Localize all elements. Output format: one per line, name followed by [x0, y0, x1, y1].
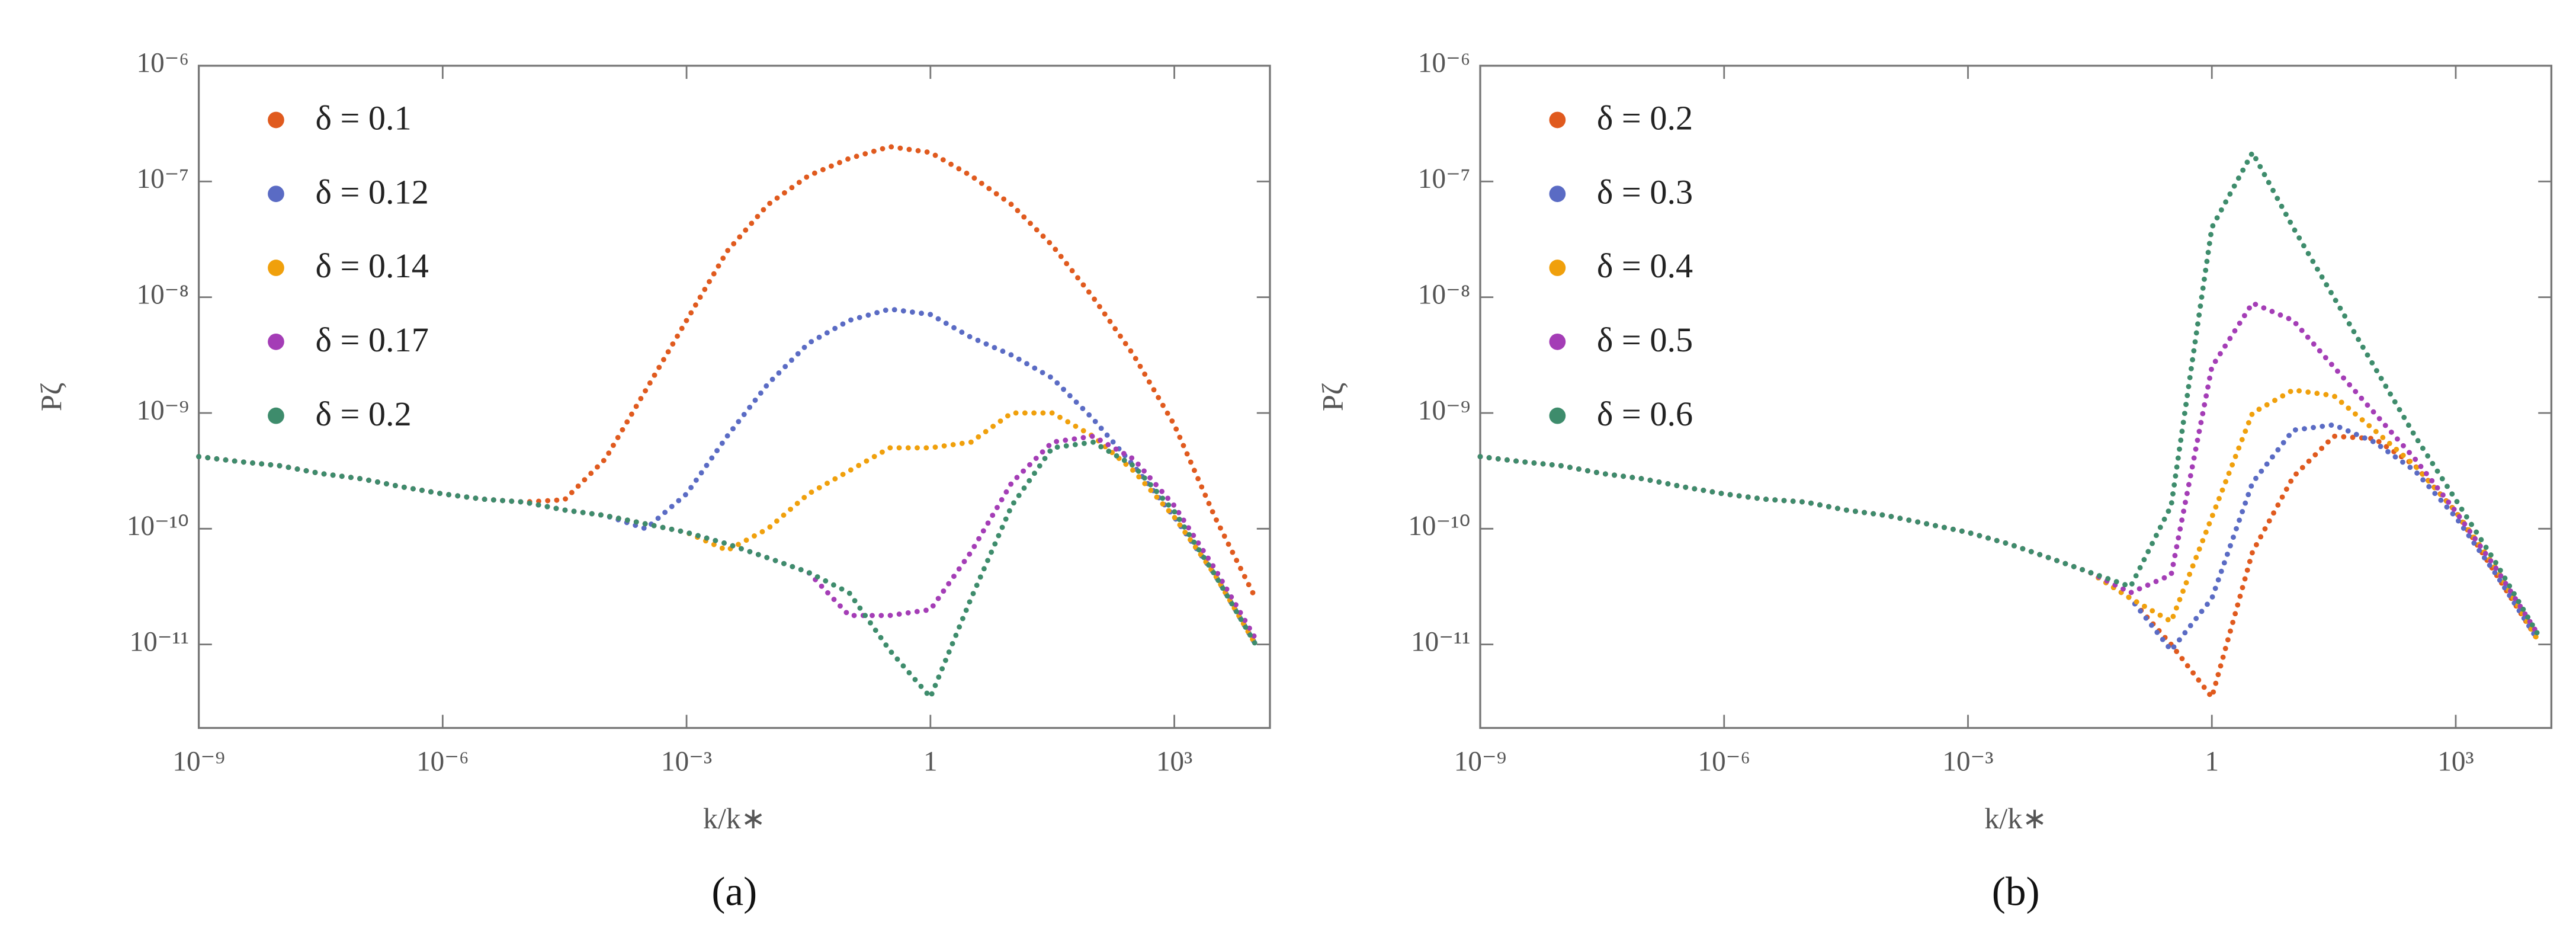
series-line	[196, 143, 1259, 601]
y-tick-label: 10⁻⁶	[137, 48, 189, 79]
series-line	[1477, 422, 2540, 655]
legend-marker	[268, 407, 284, 424]
y-tick-label: 10⁻⁶	[1418, 48, 1470, 79]
legend-label: δ = 0.3	[1597, 172, 1693, 211]
series-line	[196, 410, 1259, 648]
legend-label: δ = 0.6	[1597, 395, 1693, 433]
y-axis-label: Pζ	[35, 383, 68, 411]
series-line	[1477, 147, 2540, 636]
legend-marker	[1549, 185, 1566, 203]
legend-marker	[268, 260, 284, 276]
y-axis-label: Pζ	[1316, 383, 1349, 411]
legend-label: δ = 0.14	[316, 246, 429, 285]
y-tick-label: 10⁻¹¹	[1411, 626, 1470, 657]
y-tick-label: 10⁻¹⁰	[1408, 511, 1470, 542]
x-tick-label: 10⁻⁶	[1698, 746, 1750, 777]
plot-frame	[1479, 65, 2553, 729]
series-line	[1477, 387, 2540, 642]
legend-label: δ = 0.17	[316, 321, 429, 359]
y-tick-label: 10⁻⁷	[137, 164, 189, 194]
y-tick-label: 10⁻⁹	[1418, 395, 1470, 426]
x-axis-label: k/k∗	[703, 802, 766, 835]
series-line	[1477, 299, 2540, 636]
series-line	[1477, 433, 2540, 703]
y-tick-label: 10⁻¹¹	[130, 626, 189, 657]
legend-marker	[1549, 333, 1566, 350]
legend-label: δ = 0.12	[316, 172, 429, 211]
series-line	[196, 306, 1259, 648]
legend-marker	[268, 111, 284, 129]
x-tick-label: 1	[923, 746, 938, 777]
legend-marker	[1549, 260, 1566, 276]
legend-marker	[1549, 407, 1566, 424]
y-tick-label: 10⁻⁸	[1418, 279, 1470, 310]
plot-frame	[197, 65, 1271, 729]
x-tick-label: 1	[2205, 746, 2219, 777]
x-tick-label: 10³	[2437, 746, 2474, 777]
x-tick-label: 10⁻⁹	[172, 746, 224, 777]
series-line	[196, 439, 1259, 703]
legend-label: δ = 0.1	[316, 99, 412, 137]
legend-marker	[1549, 111, 1566, 129]
panel-label: (b)	[1992, 868, 2040, 914]
legend-marker	[268, 333, 284, 350]
x-tick-label: 10⁻⁶	[416, 746, 469, 777]
y-tick-label: 10⁻⁸	[137, 279, 189, 310]
y-tick-label: 10⁻⁷	[1418, 164, 1470, 194]
panel-label: (a)	[711, 868, 757, 914]
series-line	[196, 433, 1259, 642]
x-tick-label: 10⁻³	[1942, 746, 1993, 777]
legend-marker	[268, 185, 284, 203]
legend-label: δ = 0.2	[316, 395, 412, 433]
y-tick-label: 10⁻¹⁰	[127, 511, 189, 542]
legend-label: δ = 0.4	[1597, 246, 1693, 285]
legend-label: δ = 0.2	[1597, 99, 1693, 137]
x-axis-label: k/k∗	[1984, 802, 2047, 835]
x-tick-label: 10³	[1156, 746, 1192, 777]
y-tick-label: 10⁻⁹	[137, 395, 189, 426]
x-tick-label: 10⁻³	[661, 746, 712, 777]
legend-label: δ = 0.5	[1597, 321, 1693, 359]
x-tick-label: 10⁻⁹	[1454, 746, 1506, 777]
